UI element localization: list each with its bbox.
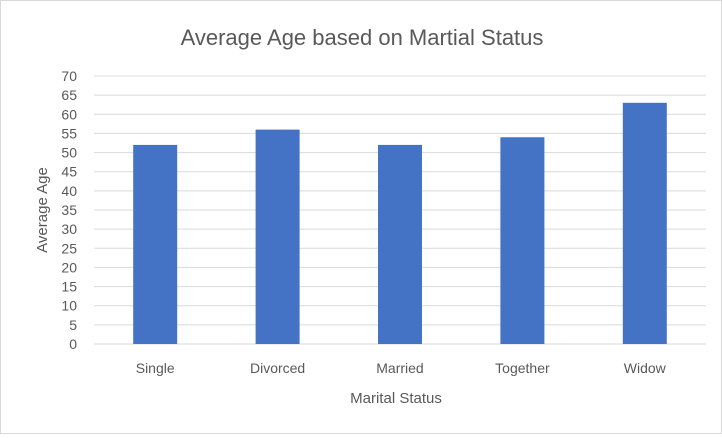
- x-tick-label: Married: [376, 360, 423, 376]
- x-tick-label: Divorced: [250, 360, 305, 376]
- bar-married: [378, 144, 422, 344]
- y-tick-label: 30: [61, 221, 77, 237]
- bar-divorced: [255, 129, 300, 344]
- bar-together: [500, 137, 545, 344]
- x-axis-ticks: Single Divorced Married Together Widow: [136, 360, 667, 376]
- y-tick-label: 70: [61, 68, 77, 84]
- x-tick-label: Together: [495, 360, 550, 376]
- y-tick-label: 50: [61, 145, 77, 161]
- y-tick-label: 10: [61, 298, 77, 314]
- y-axis-ticks: 0 5 10 15 20 25 30 35 40 45 50 55 60 65 70: [61, 68, 77, 352]
- y-tick-label: 40: [61, 183, 77, 199]
- y-tick-label: 45: [61, 164, 77, 180]
- chart-title: Average Age based on Martial Status: [181, 25, 544, 50]
- bar-single: [133, 144, 178, 344]
- x-tick-label: Single: [136, 360, 175, 376]
- y-tick-label: 65: [61, 87, 77, 103]
- y-tick-label: 25: [61, 240, 77, 256]
- x-tick-label: Widow: [624, 360, 667, 376]
- bars: [133, 102, 667, 344]
- y-tick-label: 5: [69, 317, 77, 333]
- y-tick-label: 55: [61, 125, 77, 141]
- y-tick-label: 35: [61, 202, 77, 218]
- x-axis-label: Marital Status: [350, 390, 442, 407]
- y-tick-label: 60: [61, 106, 77, 122]
- bar-widow: [622, 102, 667, 344]
- y-axis-label: Average Age: [34, 167, 51, 253]
- y-tick-label: 15: [61, 279, 77, 295]
- y-tick-label: 0: [69, 336, 77, 352]
- y-tick-label: 20: [61, 259, 77, 275]
